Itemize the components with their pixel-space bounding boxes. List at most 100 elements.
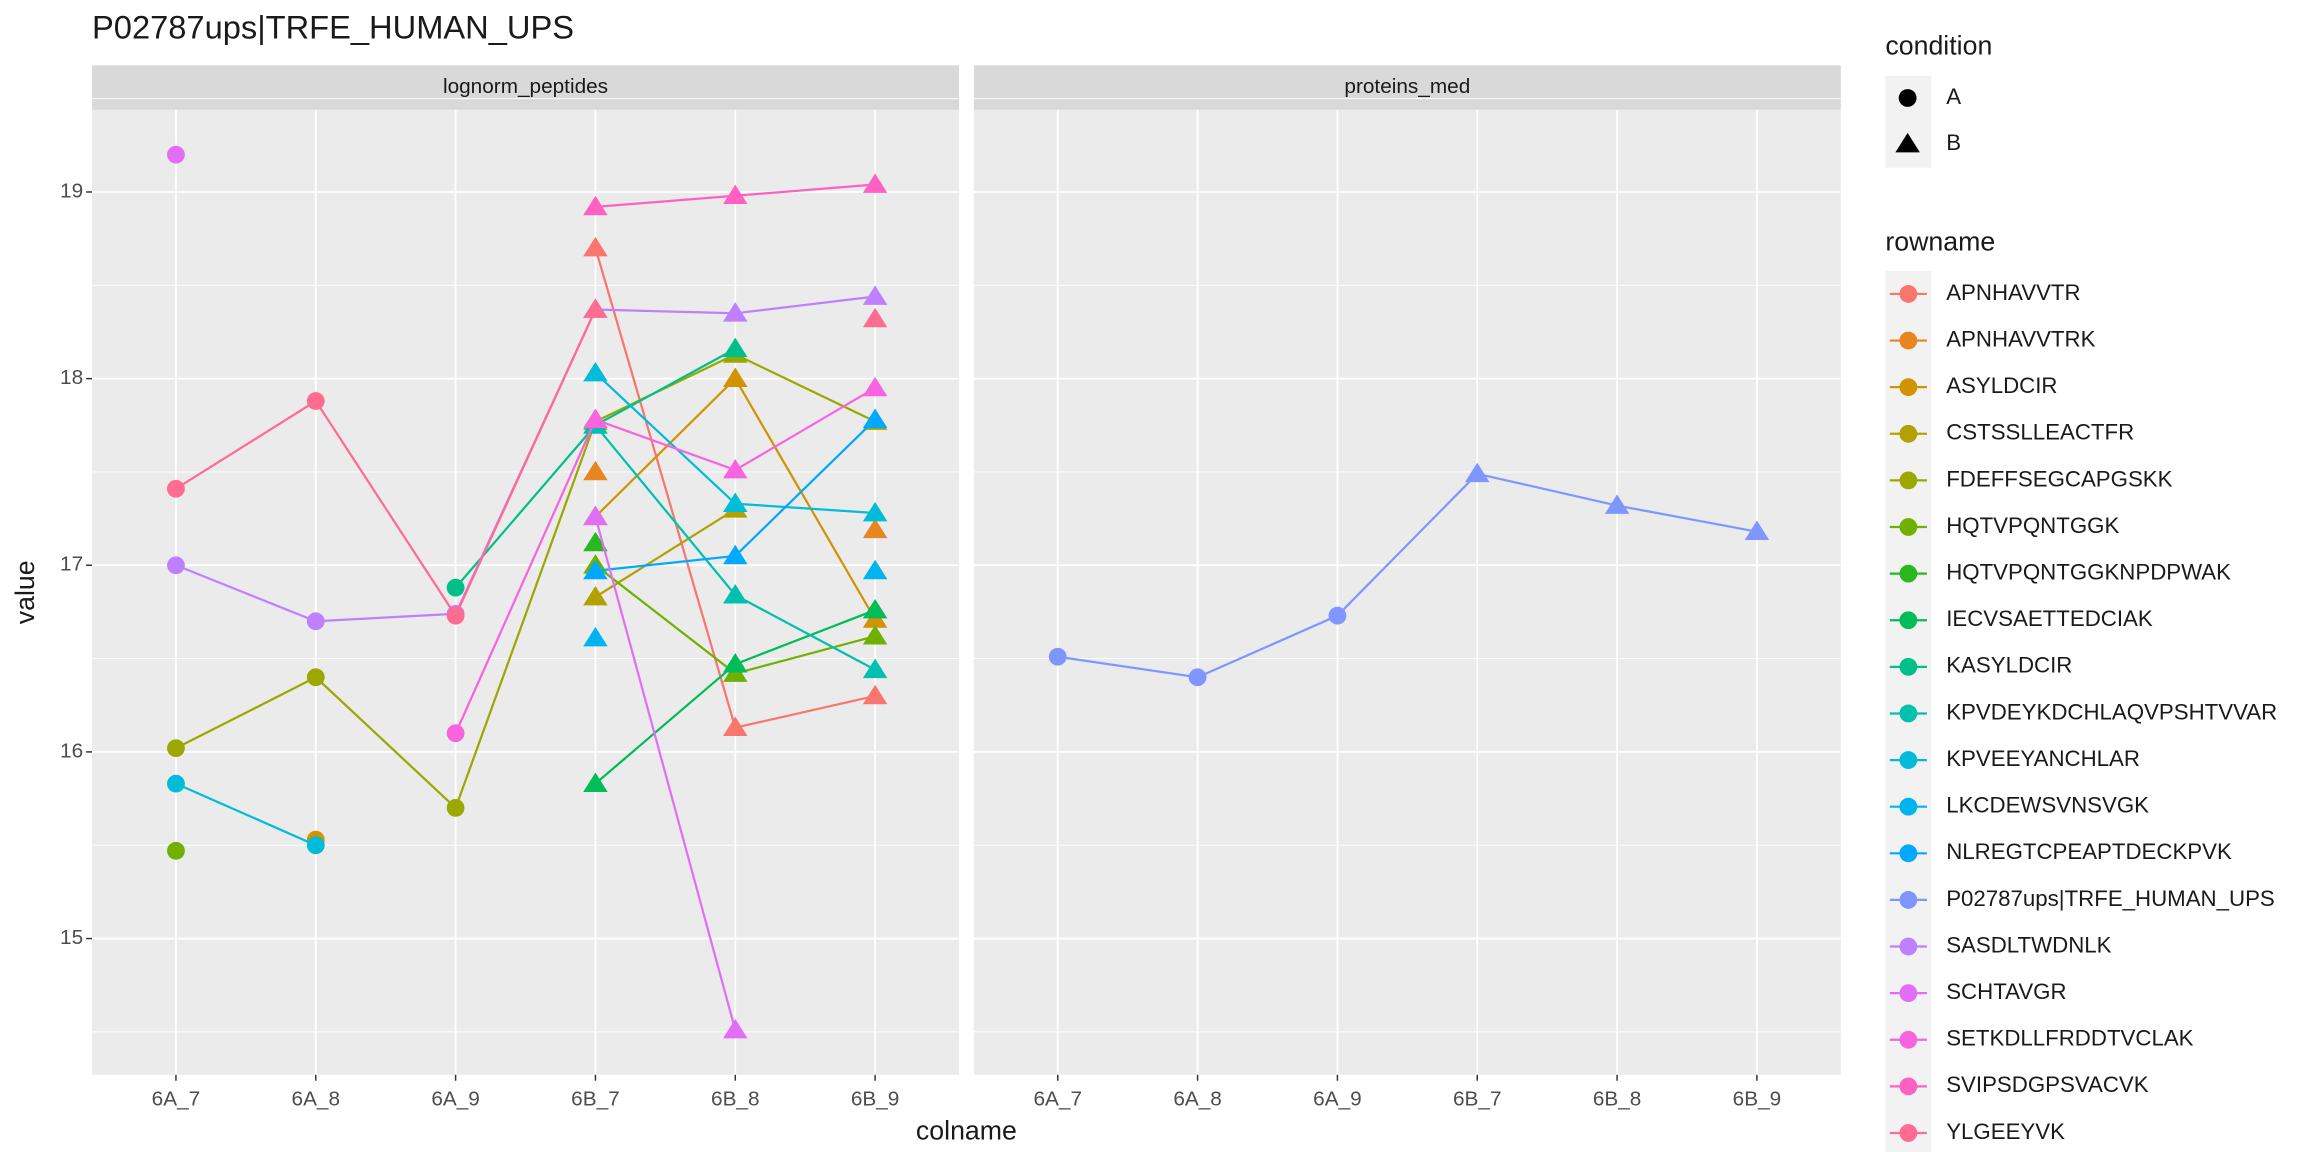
legend-symbol xyxy=(1899,891,1918,909)
data-point xyxy=(306,836,325,855)
legend-symbol xyxy=(1895,132,1920,153)
data-point xyxy=(167,556,185,575)
series-line xyxy=(594,516,737,1031)
strip-label: proteins_med xyxy=(1344,75,1470,98)
series-line xyxy=(175,353,876,810)
legend-label: HQTVPQNTGGKNPDPWAK xyxy=(1946,559,2231,584)
panel-background xyxy=(973,109,1841,1075)
panel-background xyxy=(92,109,960,1075)
data-point xyxy=(862,376,888,397)
data-point xyxy=(862,518,888,539)
data-point xyxy=(583,236,608,257)
legend-label: LKCDEWSVNSVGK xyxy=(1946,793,2149,818)
data-point xyxy=(167,145,185,164)
y-tick-label: 18 xyxy=(60,366,83,389)
legend-symbol xyxy=(1899,657,1918,676)
data-point xyxy=(306,392,325,410)
legend-symbol xyxy=(1899,378,1918,397)
data-point xyxy=(723,302,748,322)
data-point xyxy=(583,531,608,552)
data-point xyxy=(862,625,888,645)
data-point xyxy=(862,285,888,305)
data-point xyxy=(167,774,185,793)
data-point xyxy=(583,626,608,647)
data-point xyxy=(723,458,748,479)
data-point xyxy=(583,460,608,481)
series-line xyxy=(175,309,597,618)
data-point xyxy=(583,585,608,606)
y-tick-label: 15 xyxy=(60,926,83,949)
x-tick-label: 6A_7 xyxy=(1034,1088,1083,1111)
data-point xyxy=(723,337,748,358)
y-axis-label: value xyxy=(10,560,40,624)
legend-symbol xyxy=(1899,1077,1918,1096)
legend-label: IECVSAETTEDCIAK xyxy=(1946,606,2153,631)
chart-title: P02787ups|TRFE_HUMAN_UPS xyxy=(92,8,574,45)
x-tick-label: 6B_8 xyxy=(1593,1088,1642,1111)
legend-label: P02787ups|TRFE_HUMAN_UPS xyxy=(1946,886,2275,911)
legend-symbol xyxy=(1898,89,1917,107)
strip xyxy=(92,65,960,110)
legend-label: A xyxy=(1946,84,1961,109)
x-tick-label: 6B_9 xyxy=(851,1088,900,1111)
data-point xyxy=(723,583,748,604)
data-point xyxy=(446,724,465,743)
x-tick-label: 6A_9 xyxy=(431,1088,480,1111)
strip-label: lognorm_peptides xyxy=(443,75,608,98)
legend-symbol xyxy=(1899,1030,1918,1049)
legend-label: YLGEEYVK xyxy=(1946,1119,2065,1144)
legend-label: B xyxy=(1946,130,1961,155)
data-point xyxy=(167,841,185,860)
data-point xyxy=(1328,606,1347,625)
data-point xyxy=(167,479,185,498)
legend-symbol xyxy=(1899,471,1918,490)
legend-label: SCHTAVGR xyxy=(1946,979,2066,1004)
y-tick-label: 17 xyxy=(60,553,83,576)
data-point xyxy=(1048,647,1067,666)
legend-symbol xyxy=(1899,937,1918,956)
x-tick-label: 6A_8 xyxy=(292,1088,341,1111)
legend-symbol xyxy=(1899,331,1918,350)
legend-label: SETKDLLFRDDTVCLAK xyxy=(1946,1026,2193,1051)
x-tick-label: 6A_8 xyxy=(1173,1088,1222,1111)
legend-title: condition xyxy=(1885,31,1992,61)
series-line xyxy=(1057,472,1758,679)
data-point xyxy=(862,658,888,679)
legend-symbol xyxy=(1899,424,1918,443)
legend-label: KPVEEYANCHLAR xyxy=(1946,746,2140,771)
series-line xyxy=(175,782,317,847)
data-point xyxy=(583,195,608,216)
legend-label: SVIPSDGPSVACVK xyxy=(1946,1072,2149,1097)
legend-label: HQTVPQNTGGK xyxy=(1946,513,2119,538)
data-point xyxy=(1188,668,1207,687)
y-tick-label: 19 xyxy=(60,179,83,202)
legend-symbol xyxy=(1899,797,1918,816)
legend-symbol xyxy=(1899,611,1918,630)
legend-label: KPVDEYKDCHLAQVPSHTVVAR xyxy=(1946,699,2277,724)
data-point xyxy=(446,578,465,597)
legend-label: SASDLTWDNLK xyxy=(1946,932,2111,957)
data-point xyxy=(723,716,748,736)
legend-symbol xyxy=(1899,984,1918,1003)
data-point xyxy=(1744,520,1770,541)
data-point xyxy=(1465,462,1490,483)
data-point xyxy=(723,367,748,387)
legend-symbol xyxy=(1899,844,1918,863)
y-tick-label: 16 xyxy=(60,739,83,762)
legend-symbol xyxy=(1899,751,1918,769)
data-point xyxy=(583,408,608,429)
legend-symbol xyxy=(1899,285,1918,303)
legend-label: FDEFFSEGCAPGSKK xyxy=(1946,466,2172,491)
data-point xyxy=(167,739,185,758)
legend-label: APNHAVVTR xyxy=(1946,280,2080,305)
data-point xyxy=(583,772,608,792)
x-tick-label: 6B_8 xyxy=(711,1088,759,1111)
x-tick-label: 6B_7 xyxy=(1453,1088,1502,1111)
x-tick-label: 6A_9 xyxy=(1313,1088,1362,1111)
data-point xyxy=(723,184,748,205)
data-point xyxy=(723,544,748,565)
data-point xyxy=(862,408,888,429)
data-point xyxy=(583,361,608,382)
legend-label: KASYLDCIR xyxy=(1946,653,2072,678)
data-point xyxy=(446,606,465,625)
